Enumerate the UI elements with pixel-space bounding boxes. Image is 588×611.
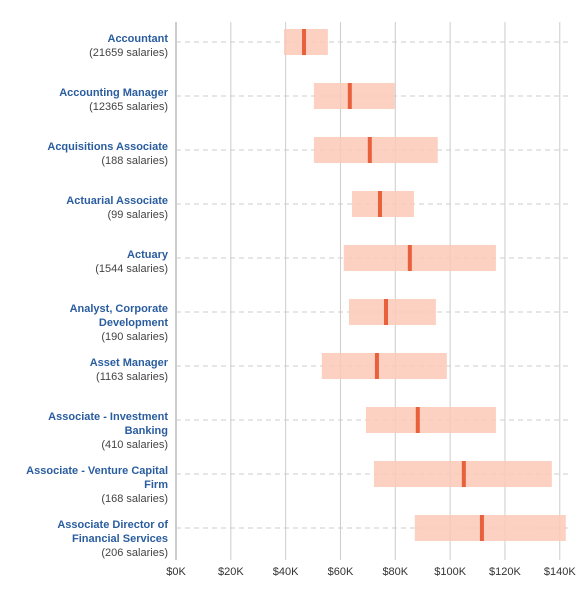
category-label: Actuarial Associate (99 salaries) bbox=[8, 194, 168, 222]
salary-count: (410 salaries) bbox=[101, 439, 168, 451]
job-title: Asset Manager bbox=[89, 357, 168, 369]
category-label: Actuary (1544 salaries) bbox=[8, 248, 168, 276]
salary-range bbox=[313, 83, 395, 109]
job-title: Banking bbox=[124, 425, 168, 437]
x-tick-label: $80K bbox=[382, 566, 408, 578]
category-label: Associate - Venture Capital Firm (168 sala… bbox=[8, 464, 168, 506]
median-marker bbox=[302, 29, 307, 55]
job-title: Firm bbox=[144, 479, 168, 491]
salary-range bbox=[414, 515, 566, 541]
x-tick-label: $40K bbox=[273, 566, 299, 578]
salary-count: (190 salaries) bbox=[101, 331, 168, 343]
job-title: Actuary bbox=[127, 249, 168, 261]
median-marker bbox=[415, 407, 420, 433]
median-marker bbox=[367, 137, 372, 163]
median-marker bbox=[383, 299, 388, 325]
salary-count: (99 salaries) bbox=[107, 209, 168, 221]
salary-count: (12365 salaries) bbox=[89, 101, 168, 113]
salary-range bbox=[313, 137, 438, 163]
median-marker bbox=[479, 515, 484, 541]
salary-count: (206 salaries) bbox=[101, 547, 168, 559]
salary-count: (168 salaries) bbox=[101, 493, 168, 505]
category-label: Accounting Manager (12365 salaries) bbox=[8, 86, 168, 114]
job-title: Associate Director of bbox=[57, 519, 168, 531]
category-label: Associate Director of Financial Services (… bbox=[8, 518, 168, 560]
job-title: Acquisitions Associate bbox=[47, 141, 168, 153]
salary-count: (188 salaries) bbox=[101, 155, 168, 167]
job-title: Financial Services bbox=[72, 533, 168, 545]
salary-range bbox=[321, 353, 447, 379]
salary-count: (1544 salaries) bbox=[95, 263, 168, 275]
job-title: Associate - Investment bbox=[48, 411, 168, 423]
x-tick-label: $60K bbox=[328, 566, 354, 578]
category-label: Asset Manager (1163 salaries) bbox=[8, 356, 168, 384]
job-title: Actuarial Associate bbox=[66, 195, 168, 207]
job-title: Accounting Manager bbox=[59, 87, 168, 99]
median-marker bbox=[461, 461, 466, 487]
job-title: Analyst, Corporate bbox=[69, 303, 168, 315]
x-tick-label: $120K bbox=[489, 566, 521, 578]
salary-count: (21659 salaries) bbox=[89, 47, 168, 59]
x-tick-label: $100K bbox=[434, 566, 466, 578]
job-title: Accountant bbox=[107, 33, 169, 45]
median-marker bbox=[377, 191, 382, 217]
job-title: Associate - Venture Capital bbox=[26, 465, 168, 477]
job-title: Development bbox=[98, 317, 168, 329]
median-marker bbox=[407, 245, 412, 271]
x-tick-label: $140K bbox=[544, 566, 576, 578]
salary-range bbox=[348, 299, 436, 325]
median-marker bbox=[347, 83, 352, 109]
salary-range bbox=[365, 407, 496, 433]
salary-range bbox=[351, 191, 414, 217]
category-label: Associate - Investment Banking (410 salari… bbox=[8, 410, 168, 452]
category-label: Acquisitions Associate (188 salaries) bbox=[8, 140, 168, 168]
category-label: Accountant (21659 salaries) bbox=[8, 32, 168, 60]
salary-count: (1163 salaries) bbox=[96, 371, 168, 383]
median-marker bbox=[374, 353, 379, 379]
x-tick-label: $20K bbox=[218, 566, 244, 578]
x-tick-label: $0K bbox=[166, 566, 186, 578]
salary-range bbox=[343, 245, 496, 271]
category-label: Analyst, Corporate Development (190 salari… bbox=[8, 302, 168, 344]
